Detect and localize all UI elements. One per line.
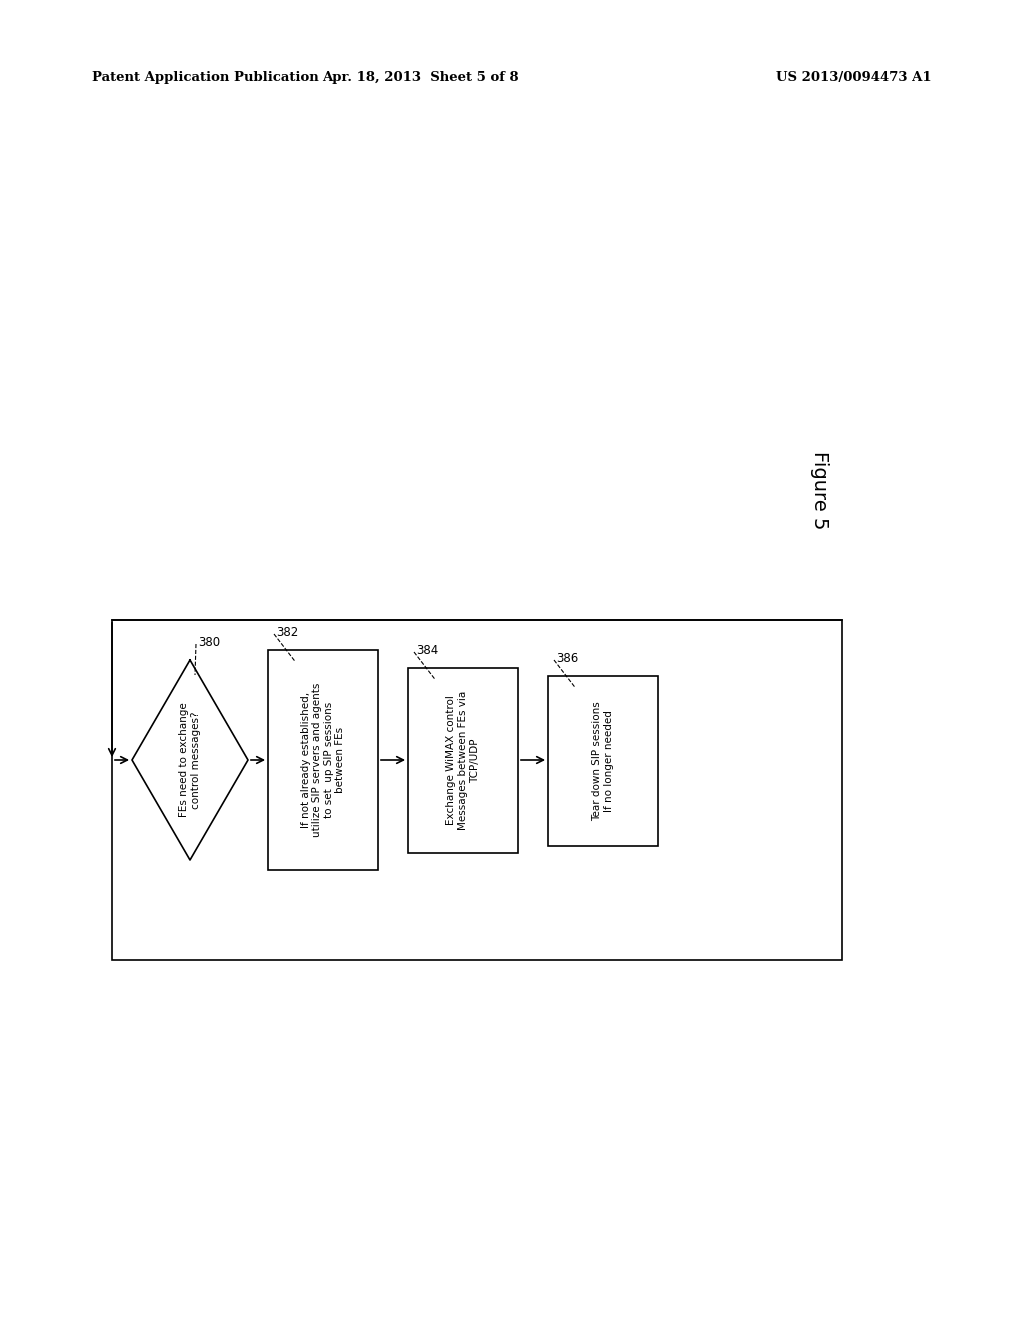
Text: Tear down SIP sessions
If no longer needed: Tear down SIP sessions If no longer need… [592, 701, 613, 821]
Text: Apr. 18, 2013  Sheet 5 of 8: Apr. 18, 2013 Sheet 5 of 8 [322, 71, 518, 84]
Text: FEs need to exchange
control messages?: FEs need to exchange control messages? [179, 702, 201, 817]
Bar [548, 676, 658, 846]
Text: Patent Application Publication: Patent Application Publication [92, 71, 318, 84]
Text: Figure 5: Figure 5 [811, 450, 829, 529]
Text: 380: 380 [198, 635, 220, 648]
Text: If not already established,
utilize SIP servers and agents
to set  up SIP sessio: If not already established, utilize SIP … [301, 682, 345, 837]
Text: 382: 382 [276, 626, 298, 639]
Text: 384: 384 [416, 644, 438, 656]
Text: US 2013/0094473 A1: US 2013/0094473 A1 [776, 71, 932, 84]
Bar [408, 668, 518, 853]
Bar [268, 649, 378, 870]
Bar [112, 620, 842, 960]
Text: 386: 386 [556, 652, 579, 664]
Text: Exchange WiMAX control
Messages between FEs via
TCP/UDP: Exchange WiMAX control Messages between … [446, 690, 479, 830]
